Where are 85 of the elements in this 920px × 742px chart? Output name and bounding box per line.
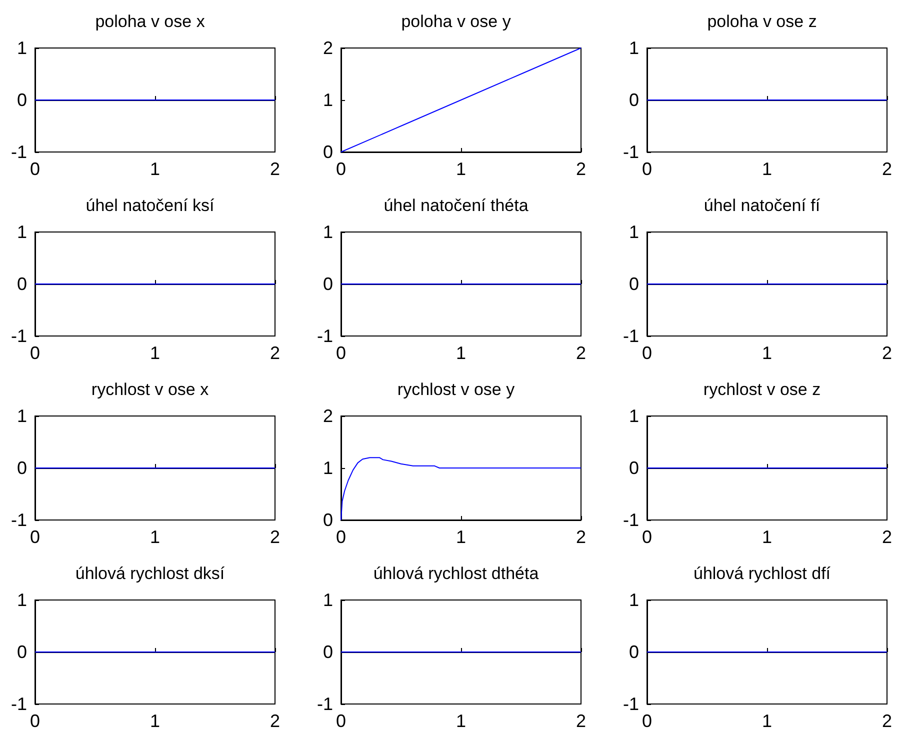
x-tick-label: 1: [456, 159, 466, 179]
x-tick-label: 1: [150, 343, 160, 363]
x-tick-label: 0: [30, 343, 40, 363]
y-tick-label: 0: [322, 142, 333, 162]
x-tick-label: 0: [336, 711, 346, 731]
x-tick-label: 0: [642, 711, 652, 731]
y-tick-label: 0: [628, 642, 639, 662]
x-tick-label: 2: [576, 527, 586, 547]
x-tick-label: 2: [882, 343, 892, 363]
y-tick-label: -1: [10, 326, 27, 346]
chart-title: úhlová rychlost dthéta: [373, 564, 540, 583]
y-tick-label: 0: [322, 274, 333, 294]
y-tick-label: 0: [628, 90, 639, 110]
x-tick-label: 1: [456, 527, 466, 547]
y-tick-label: 1: [16, 222, 27, 242]
chart-title: poloha v ose z: [707, 12, 817, 31]
x-tick-label: 2: [576, 711, 586, 731]
y-tick-label: 0: [16, 642, 27, 662]
y-tick-label: 1: [16, 38, 27, 58]
y-tick-label: 0: [16, 458, 27, 478]
x-tick-label: 0: [30, 527, 40, 547]
y-tick-label: 1: [322, 590, 333, 610]
x-tick-label: 0: [336, 527, 346, 547]
y-tick-label: -1: [10, 142, 27, 162]
x-tick-label: 1: [762, 527, 772, 547]
chart-title: rychlost v ose x: [91, 380, 210, 399]
x-tick-label: 1: [150, 159, 160, 179]
x-tick-label: 0: [336, 159, 346, 179]
y-tick-label: 0: [16, 274, 27, 294]
line-series: [340, 48, 582, 152]
x-tick-label: 1: [762, 159, 772, 179]
y-tick-label: 1: [628, 406, 639, 426]
x-tick-label: 2: [576, 343, 586, 363]
chart-title: poloha v ose y: [401, 12, 512, 31]
y-tick-label: -1: [10, 510, 27, 530]
y-tick-label: 0: [628, 274, 639, 294]
y-tick-label: -1: [316, 694, 333, 714]
y-tick-label: -1: [622, 326, 639, 346]
y-tick-label: 1: [16, 406, 27, 426]
y-tick-label: 0: [322, 510, 333, 530]
y-tick-label: 1: [628, 38, 639, 58]
chart-title: poloha v ose x: [95, 12, 206, 31]
x-tick-label: 0: [336, 343, 346, 363]
chart-title: úhel natočení fí: [704, 196, 820, 215]
x-tick-label: 1: [762, 343, 772, 363]
x-tick-label: 1: [150, 527, 160, 547]
y-tick-label: 2: [322, 38, 333, 58]
chart-title: úhel natočení ksí: [86, 196, 215, 215]
x-tick-label: 0: [30, 159, 40, 179]
x-tick-label: 2: [270, 159, 280, 179]
chart-title: úhlová rychlost dksí: [75, 564, 225, 583]
chart-title: rychlost v ose z: [703, 380, 821, 399]
chart-title: úhel natočení théta: [384, 196, 529, 215]
x-tick-label: 0: [642, 527, 652, 547]
x-tick-label: 1: [762, 711, 772, 731]
chart-title: rychlost v ose y: [397, 380, 516, 399]
y-tick-label: 1: [322, 222, 333, 242]
x-tick-label: 2: [882, 711, 892, 731]
y-tick-label: 0: [628, 458, 639, 478]
x-tick-label: 2: [576, 159, 586, 179]
y-tick-label: -1: [622, 510, 639, 530]
y-tick-label: 0: [16, 90, 27, 110]
y-tick-label: 0: [322, 642, 333, 662]
y-tick-label: 1: [628, 222, 639, 242]
x-tick-label: 2: [270, 527, 280, 547]
x-tick-label: 1: [150, 711, 160, 731]
y-tick-label: 1: [322, 90, 333, 110]
x-tick-label: 0: [30, 711, 40, 731]
y-tick-label: 1: [16, 590, 27, 610]
y-tick-label: 2: [322, 406, 333, 426]
chart-title: úhlová rychlost dfí: [693, 564, 831, 583]
x-tick-label: 0: [642, 343, 652, 363]
x-tick-label: 2: [882, 159, 892, 179]
y-tick-label: -1: [316, 326, 333, 346]
x-tick-label: 0: [642, 159, 652, 179]
y-tick-label: -1: [622, 694, 639, 714]
y-tick-label: -1: [10, 694, 27, 714]
y-tick-label: 1: [628, 590, 639, 610]
x-tick-label: 1: [456, 343, 466, 363]
x-tick-label: 2: [270, 711, 280, 731]
x-tick-label: 1: [456, 711, 466, 731]
y-tick-label: 1: [322, 458, 333, 478]
x-tick-label: 2: [882, 527, 892, 547]
y-tick-label: -1: [622, 142, 639, 162]
x-tick-label: 2: [270, 343, 280, 363]
